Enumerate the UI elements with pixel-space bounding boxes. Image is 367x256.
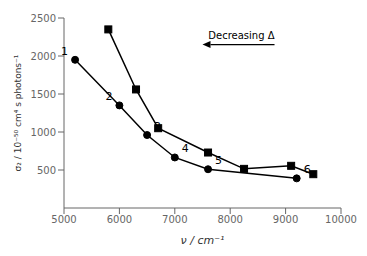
svg-text:9000: 9000	[273, 214, 298, 225]
svg-text:1: 1	[61, 45, 68, 58]
svg-text:1000: 1000	[31, 127, 56, 138]
svg-text:2000: 2000	[31, 51, 56, 62]
svg-text:4: 4	[182, 142, 189, 155]
svg-text:8000: 8000	[217, 214, 242, 225]
svg-text:ν / cm⁻¹: ν / cm⁻¹	[181, 234, 225, 247]
svg-text:6000: 6000	[107, 214, 132, 225]
svg-text:500: 500	[37, 165, 56, 176]
svg-text:2500: 2500	[31, 13, 56, 24]
svg-text:σ₂ / 10⁻⁵⁰ cm⁴ s photons⁻¹: σ₂ / 10⁻⁵⁰ cm⁴ s photons⁻¹	[13, 54, 23, 171]
svg-text:10000: 10000	[325, 214, 357, 225]
svg-text:Decreasing Δ: Decreasing Δ	[208, 30, 274, 41]
svg-text:2: 2	[105, 90, 112, 103]
svg-text:1500: 1500	[31, 89, 56, 100]
svg-text:6: 6	[304, 163, 311, 176]
svg-text:5000: 5000	[51, 214, 76, 225]
svg-text:5: 5	[215, 154, 222, 167]
svg-text:3: 3	[154, 120, 161, 133]
svg-text:7000: 7000	[162, 214, 187, 225]
